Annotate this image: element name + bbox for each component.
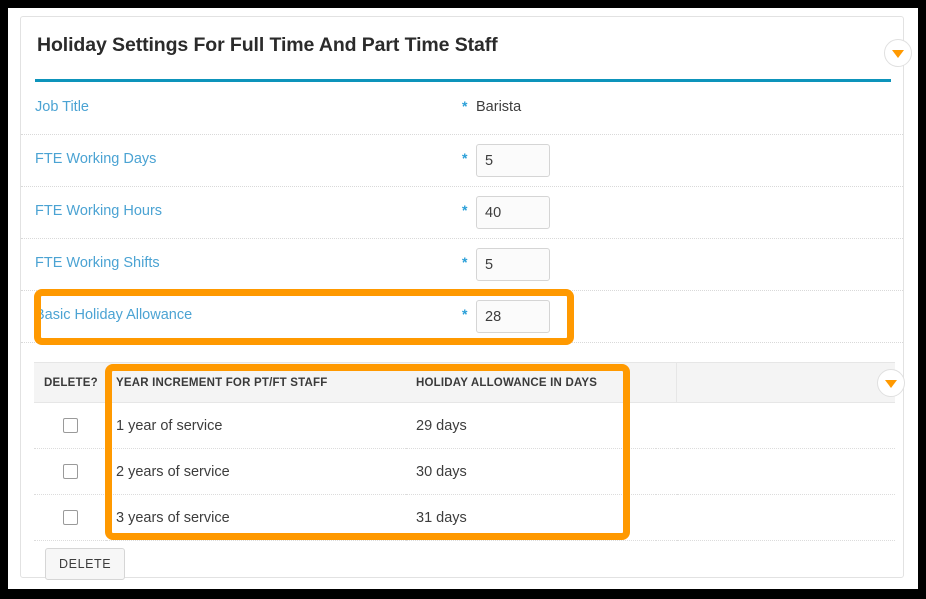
fte-working-hours-input[interactable] — [476, 196, 550, 229]
required-marker: * — [462, 98, 468, 114]
fte-working-shifts-input[interactable] — [476, 248, 550, 281]
cell-tools — [676, 494, 895, 541]
form-row-fte-working-hours: FTE Working Hours * — [21, 187, 903, 239]
page-title: Holiday Settings For Full Time And Part … — [37, 34, 498, 56]
page-background: Holiday Settings For Full Time And Part … — [8, 8, 918, 589]
required-marker: * — [462, 202, 468, 218]
row-delete-checkbox-cell[interactable] — [34, 494, 106, 541]
field-label-fte-working-days: FTE Working Days — [35, 151, 157, 167]
title-underline — [35, 79, 891, 82]
card-collapse-toggle[interactable] — [884, 39, 912, 67]
column-header-spacer — [656, 362, 677, 403]
fte-working-days-input[interactable] — [476, 144, 550, 177]
table-row: 1 year of service 29 days — [34, 402, 895, 449]
field-value-job-title: Barista — [476, 99, 522, 115]
field-label-job-title: Job Title — [35, 99, 89, 115]
form-row-job-title: Job Title * Barista — [21, 83, 903, 135]
form-row-fte-working-days: FTE Working Days * — [21, 135, 903, 187]
cell-year-increment: 1 year of service — [106, 402, 406, 449]
cell-tools — [676, 402, 895, 449]
cell-holiday-allowance: 29 days — [406, 402, 656, 449]
caret-down-icon — [885, 380, 897, 388]
settings-form: Job Title * Barista FTE Working Days * F… — [21, 83, 903, 343]
row-select-checkbox[interactable] — [62, 464, 78, 480]
field-label-fte-working-shifts: FTE Working Shifts — [35, 255, 160, 271]
form-row-basic-holiday-allowance: Basic Holiday Allowance * — [21, 291, 903, 343]
cell-year-increment: 3 years of service — [106, 494, 406, 541]
holiday-increments-table: DELETE? YEAR INCREMENT FOR PT/FT STAFF H… — [34, 362, 895, 541]
caret-down-icon — [892, 50, 904, 58]
table-row: 2 years of service 30 days — [34, 448, 895, 495]
cell-holiday-allowance: 30 days — [406, 448, 656, 495]
cell-spacer — [656, 402, 677, 449]
holiday-settings-card: Holiday Settings For Full Time And Part … — [20, 16, 912, 580]
column-header-tools — [676, 362, 895, 403]
form-row-fte-working-shifts: FTE Working Shifts * — [21, 239, 903, 291]
required-marker: * — [462, 254, 468, 270]
field-label-basic-holiday-allowance: Basic Holiday Allowance — [35, 307, 193, 323]
column-header-delete: DELETE? — [34, 362, 106, 403]
table-row: 3 years of service 31 days — [34, 494, 895, 541]
row-select-checkbox[interactable] — [62, 418, 78, 434]
column-header-year-increment: YEAR INCREMENT FOR PT/FT STAFF — [106, 362, 406, 403]
cell-holiday-allowance: 31 days — [406, 494, 656, 541]
basic-holiday-allowance-input[interactable] — [476, 300, 550, 333]
required-marker: * — [462, 306, 468, 322]
table-collapse-toggle[interactable] — [877, 369, 905, 397]
column-header-holiday-allowance-days: HOLIDAY ALLOWANCE IN DAYS — [406, 362, 656, 403]
cell-tools — [676, 448, 895, 495]
table-header-row: DELETE? YEAR INCREMENT FOR PT/FT STAFF H… — [34, 362, 895, 403]
field-label-fte-working-hours: FTE Working Hours — [35, 203, 163, 219]
row-select-checkbox[interactable] — [62, 510, 78, 526]
cell-spacer — [656, 494, 677, 541]
delete-button[interactable]: DELETE — [45, 548, 126, 580]
row-delete-checkbox-cell[interactable] — [34, 448, 106, 495]
row-delete-checkbox-cell[interactable] — [34, 402, 106, 449]
required-marker: * — [462, 150, 468, 166]
cell-spacer — [656, 448, 677, 495]
card-header: Holiday Settings For Full Time And Part … — [21, 17, 912, 82]
cell-year-increment: 2 years of service — [106, 448, 406, 495]
